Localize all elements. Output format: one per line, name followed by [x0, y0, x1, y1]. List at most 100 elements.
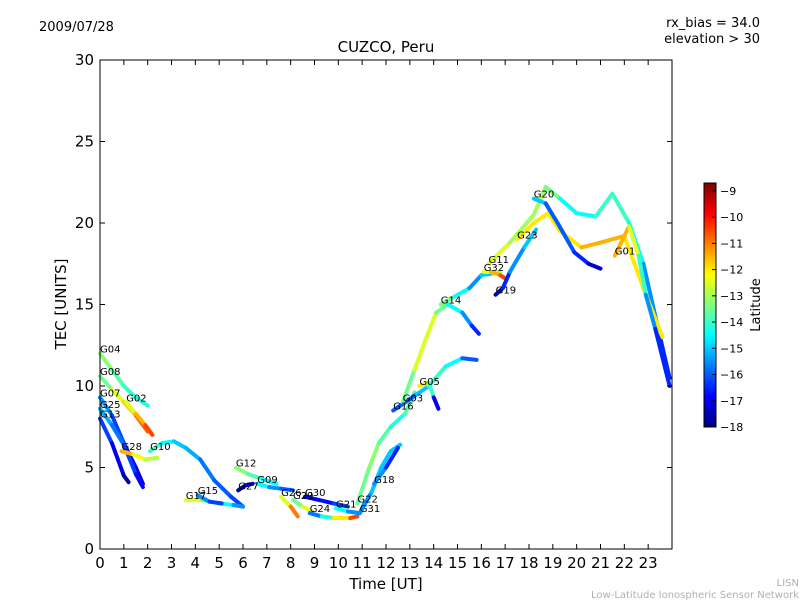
- series-segment: [143, 423, 155, 437]
- series-g20: [531, 196, 603, 271]
- colorbar-tick-label: −15: [720, 342, 743, 355]
- y-axis-label: TEC [UNITS]: [52, 259, 70, 351]
- series-segment: [403, 392, 419, 405]
- series-label-g14: G14: [441, 296, 461, 307]
- series-segment: [415, 384, 431, 397]
- series-segment: [558, 196, 579, 216]
- x-tick-label: 19: [543, 554, 562, 572]
- series-g24: [307, 511, 360, 520]
- series-g18: [372, 445, 400, 486]
- series-segment: [653, 326, 672, 388]
- series-segment: [98, 374, 114, 392]
- series-segment: [231, 503, 245, 509]
- series-segment: [388, 411, 408, 429]
- series-segment: [195, 493, 212, 504]
- x-tick-label: 2: [143, 554, 153, 572]
- series-segment: [426, 380, 436, 400]
- series-segment: [243, 481, 255, 488]
- series-label-g22: G22: [357, 494, 377, 505]
- series-segment: [143, 455, 160, 462]
- series-segment: [543, 201, 560, 225]
- series-segment: [379, 449, 393, 470]
- series-segment: [593, 191, 615, 219]
- series-segment: [424, 310, 439, 340]
- series-segment: [300, 504, 315, 514]
- series-label-g11: G11: [489, 255, 509, 266]
- series-segment: [109, 387, 126, 405]
- series-segment: [267, 485, 284, 491]
- series-segment: [121, 384, 138, 400]
- series-label-g03: G03: [403, 393, 423, 404]
- series-segment: [531, 196, 548, 206]
- series-segment: [469, 323, 481, 336]
- series-label-g08: G08: [100, 367, 120, 378]
- series-segment: [160, 439, 176, 446]
- series-g03: [400, 302, 481, 405]
- series-g29: [291, 498, 315, 514]
- series-label-g32: G32: [484, 263, 504, 274]
- series-segment: [543, 185, 562, 201]
- series-segment: [636, 253, 648, 297]
- colorbar-tick-label: −18: [720, 421, 743, 434]
- series-label-g13: G13: [100, 410, 120, 421]
- series-segment: [426, 364, 448, 388]
- series-g32: [481, 269, 508, 281]
- series-segment: [531, 211, 551, 225]
- series-label-g05: G05: [419, 377, 439, 388]
- series-segment: [121, 473, 131, 485]
- series-segment: [331, 501, 350, 509]
- series-segment: [98, 351, 114, 372]
- series-segment: [109, 367, 126, 388]
- colorbar-tick-label: −16: [720, 369, 743, 382]
- series-g19: [493, 227, 539, 297]
- series-g22: [355, 390, 417, 506]
- series-segment: [198, 457, 217, 483]
- series-segment: [412, 335, 429, 372]
- series-label-g30: G30: [305, 488, 325, 499]
- series-label-g12: G12: [236, 459, 256, 470]
- colorbar-tick-label: −11: [720, 237, 743, 250]
- series-label-g24: G24: [310, 504, 330, 515]
- series-label-g26: G26: [281, 488, 301, 499]
- series-segment: [460, 356, 479, 362]
- date-label: 2009/07/28: [39, 20, 114, 35]
- series-label-g09: G09: [257, 475, 277, 486]
- colorbar-tick-label: −14: [720, 316, 743, 329]
- x-tick-label: 14: [424, 554, 443, 572]
- colorbar-tick-label: −12: [720, 264, 743, 277]
- series-label-g21: G21: [336, 499, 356, 510]
- series-g12: [233, 465, 279, 486]
- series-segment: [171, 439, 188, 450]
- series-g27: [236, 481, 255, 493]
- series-segment: [367, 441, 381, 470]
- x-tick-label: 16: [472, 554, 491, 572]
- series-segment: [233, 465, 250, 476]
- series-g04: [98, 351, 150, 408]
- series-segment: [124, 400, 138, 416]
- colorbar-tick-label: −10: [720, 211, 743, 224]
- series-segment: [98, 395, 114, 418]
- series-segment: [627, 224, 641, 258]
- y-tick-label: 25: [75, 133, 94, 151]
- series-segment: [98, 406, 114, 428]
- series-segment: [612, 224, 632, 258]
- rx-bias-label: rx_bias = 34.0: [666, 16, 760, 31]
- series-segment: [121, 442, 138, 476]
- series-segment: [334, 506, 350, 514]
- y-tick-label: 5: [84, 459, 94, 477]
- x-tick-label: 20: [567, 554, 586, 572]
- series-segment: [507, 245, 527, 274]
- series-segment: [148, 441, 164, 454]
- series-segment: [546, 211, 562, 234]
- series-segment: [119, 449, 136, 457]
- x-tick-label: 1: [119, 554, 129, 572]
- series-label-g17: G17: [186, 491, 206, 502]
- series-g30: [303, 494, 350, 509]
- series-label-g01: G01: [615, 247, 635, 258]
- y-tick-label: 0: [84, 540, 94, 558]
- series-segment: [131, 452, 148, 462]
- series-segment: [355, 465, 372, 506]
- series-segment: [348, 514, 360, 520]
- series-segment: [345, 509, 362, 516]
